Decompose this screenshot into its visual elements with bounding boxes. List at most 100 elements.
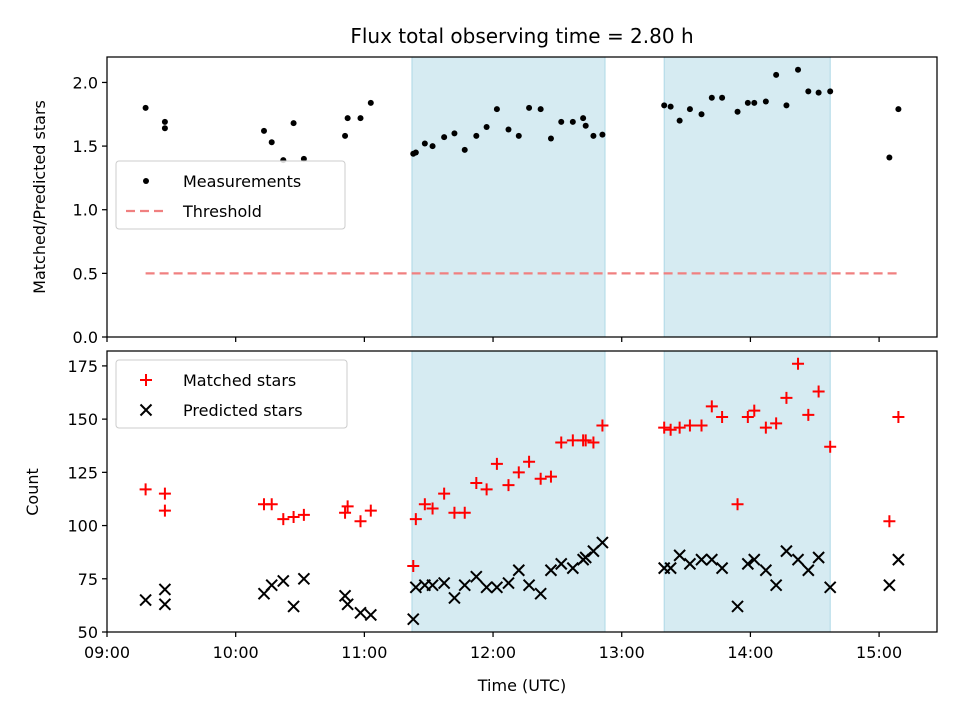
- predicted-star-point: [802, 564, 815, 577]
- matched-star-point: [407, 560, 420, 573]
- predicted-star-point: [364, 608, 378, 622]
- matched-star-point: [802, 408, 815, 421]
- matched-star-point: [695, 419, 708, 432]
- matched-star-point: [716, 410, 729, 423]
- predicted-star-point: [522, 578, 536, 592]
- matched-star-point: [683, 419, 696, 432]
- matched-star-point: [523, 455, 536, 468]
- matched-star-point: [470, 476, 483, 489]
- matched-star-point: [480, 483, 493, 496]
- predicted-star-point: [596, 536, 609, 549]
- matched-star-point: [812, 385, 825, 398]
- predicted-star-point: [823, 581, 837, 594]
- x-tick-label: 09:00: [84, 643, 130, 662]
- y-tick-label: 1.5: [73, 137, 98, 156]
- legend-label: Matched stars: [183, 371, 296, 390]
- measurement-point: [676, 117, 683, 124]
- measurement-point: [773, 71, 780, 78]
- measurement-point: [827, 88, 834, 95]
- predicted-star-point: [883, 578, 896, 592]
- predicted-star-point: [812, 551, 825, 564]
- legend-box-1: [115, 160, 346, 230]
- measurement-point: [547, 135, 554, 142]
- predicted-star-point: [409, 581, 423, 594]
- measurement-point: [493, 106, 500, 113]
- matched-star-point: [596, 419, 609, 432]
- measurement-point: [161, 118, 168, 125]
- measurement-point: [815, 89, 822, 96]
- measurement-point: [698, 111, 705, 118]
- measurement-point: [762, 98, 769, 105]
- measurement-point: [667, 103, 674, 110]
- predicted-star-point: [277, 574, 290, 588]
- x-tick-label: 15:00: [856, 643, 902, 662]
- measurement-point: [537, 106, 544, 113]
- measurement-point: [590, 132, 597, 139]
- matched-star-point: [664, 423, 677, 436]
- measurement-point: [412, 149, 419, 156]
- matched-star-point: [448, 506, 461, 519]
- measurement-point: [421, 140, 428, 147]
- matched-star-point: [759, 421, 772, 434]
- matched-star-point: [158, 487, 171, 500]
- matched-star-point: [544, 470, 557, 483]
- predicted-star-point: [426, 578, 439, 592]
- measurement-point: [451, 130, 458, 137]
- x-tick-label: 11:00: [341, 643, 387, 662]
- predicted-star-point: [470, 570, 483, 583]
- measurement-point: [461, 146, 468, 153]
- measurement-point: [744, 99, 751, 106]
- matched-star-point: [426, 502, 439, 515]
- predicted-star-point: [892, 553, 905, 566]
- legend-marker-matched: [140, 374, 152, 386]
- measurement-point: [344, 115, 351, 122]
- measurement-point: [505, 126, 512, 133]
- measurement-point: [483, 124, 490, 130]
- chart-title: Flux total observing time = 2.80 h: [350, 24, 693, 48]
- matched-star-point: [364, 504, 377, 517]
- shaded-interval-2-2: [664, 351, 831, 632]
- predicted-star-point: [448, 591, 461, 605]
- predicted-star-point: [791, 553, 805, 566]
- measurement-point: [582, 122, 589, 129]
- matched-star-point: [512, 466, 525, 479]
- predicted-star-point: [437, 576, 451, 590]
- measurement-point: [599, 131, 606, 138]
- predicted-star-point: [458, 578, 471, 592]
- legend-box-2: [115, 359, 348, 429]
- matched-star-point: [339, 506, 352, 519]
- matched-star-point: [883, 515, 896, 528]
- y-tick-label: 175: [67, 357, 98, 376]
- measurement-point: [473, 132, 480, 139]
- matched-star-point: [587, 436, 600, 449]
- matched-star-point: [658, 421, 671, 434]
- top-y-axis-label: Matched/Predicted stars: [30, 100, 49, 294]
- legend-label: Threshold: [182, 202, 262, 221]
- matched-star-point: [748, 404, 761, 417]
- y-tick-label: 2.0: [73, 73, 98, 92]
- measurement-point: [342, 132, 349, 139]
- predicted-star-point: [741, 557, 755, 571]
- measurement-point: [558, 118, 565, 125]
- predicted-star-point: [480, 581, 493, 594]
- x-tick-label: 10:00: [213, 643, 259, 662]
- matched-star-point: [770, 417, 783, 430]
- matched-star-point: [731, 498, 744, 511]
- measurement-point: [367, 99, 374, 106]
- matched-star-point: [490, 457, 503, 470]
- matched-star-point: [354, 515, 367, 528]
- predicted-star-point: [534, 587, 547, 600]
- predicted-star-point: [287, 600, 300, 613]
- predicted-star-point: [158, 583, 172, 596]
- matched-star-point: [579, 434, 592, 447]
- matched-star-point: [705, 400, 718, 413]
- predicted-star-point: [748, 553, 761, 566]
- measurement-point: [580, 115, 587, 122]
- predicted-star-point: [297, 572, 311, 585]
- matched-star-point: [824, 440, 837, 453]
- measurement-point: [805, 88, 812, 95]
- x-tick-label: 13:00: [599, 643, 645, 662]
- x-tick-label: 12:00: [470, 643, 516, 662]
- measurement-point: [886, 154, 893, 161]
- predicted-star-point: [705, 553, 719, 566]
